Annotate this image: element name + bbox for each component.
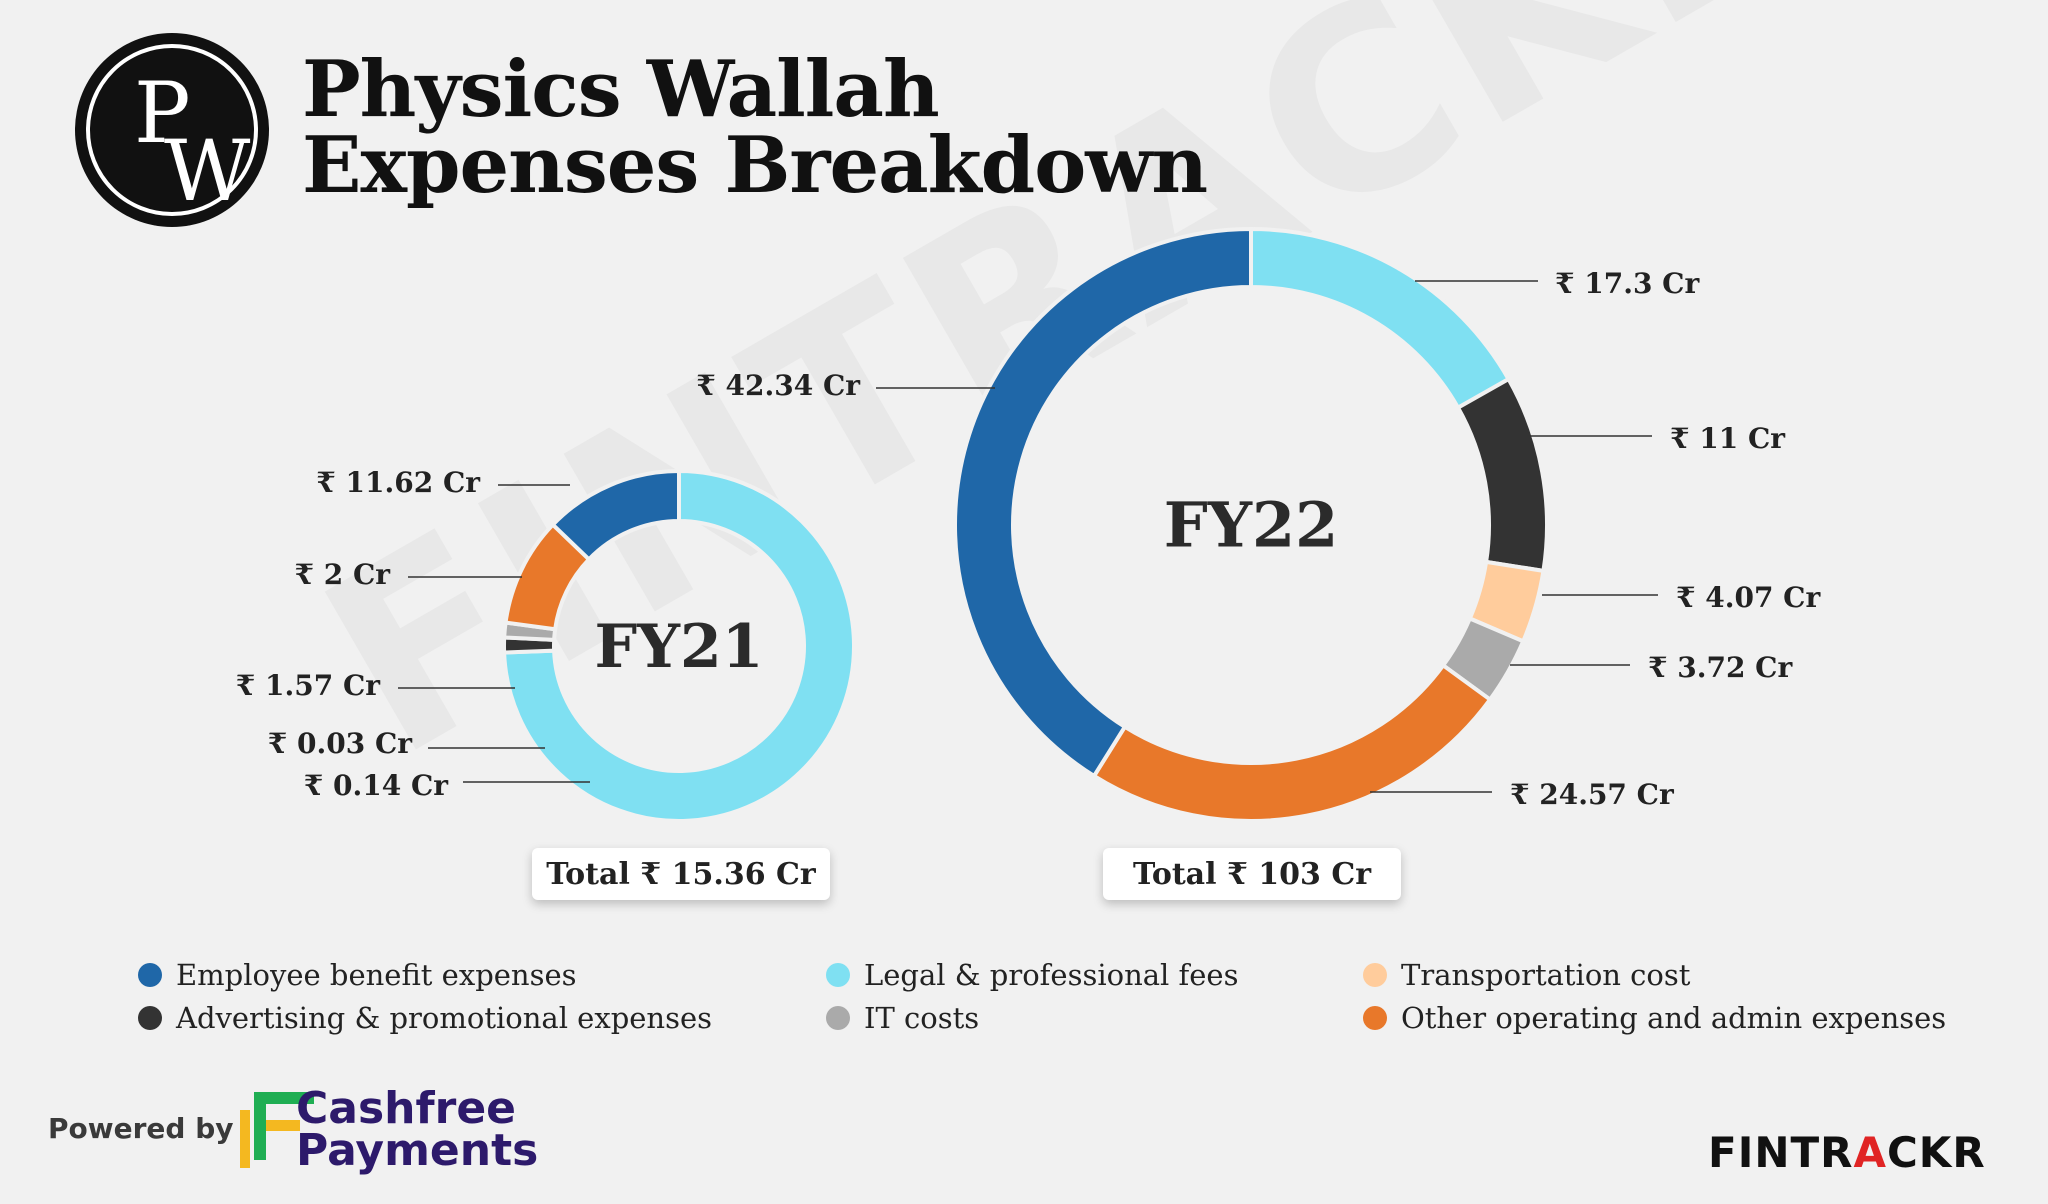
legend-item-it: IT costs bbox=[826, 1001, 979, 1035]
legend-dot-transport bbox=[1363, 963, 1387, 987]
legend-dot-it bbox=[826, 1006, 850, 1030]
fy22-total-label: Total ₹ 103 Cr bbox=[1132, 856, 1372, 892]
legend-label-advertising: Advertising & promotional expenses bbox=[176, 1001, 713, 1035]
fy21-value-label-legal: ₹ 11.62 Cr bbox=[316, 466, 481, 499]
fy21-total-label: Total ₹ 15.36 Cr bbox=[546, 856, 816, 892]
pw-logo: P W bbox=[75, 33, 269, 227]
cashfree-line-1: Cashfree bbox=[296, 1083, 517, 1134]
fintrackr-suffix: CKR bbox=[1886, 1128, 1986, 1177]
legend-item-legal: Legal & professional fees bbox=[826, 958, 1238, 992]
fy21-value-label-advertising: ₹ 0.14 Cr bbox=[304, 769, 449, 802]
cashfree-line-2: Payments bbox=[296, 1125, 539, 1176]
legend-label-employee: Employee benefit expenses bbox=[176, 958, 577, 992]
fy21-slice-employee bbox=[550, 468, 681, 563]
logo-letter-w: W bbox=[164, 122, 251, 220]
legend-item-transport: Transportation cost bbox=[1363, 958, 1690, 992]
fy22-center-label: FY22 bbox=[1164, 489, 1339, 562]
powered-by-label: Powered by bbox=[48, 1112, 234, 1145]
fy21-slice-legal bbox=[502, 468, 856, 823]
page-title: Physics Wallah Expenses Breakdown bbox=[302, 44, 1208, 211]
fintrackr-prefix: FINTR bbox=[1708, 1128, 1854, 1177]
legend: Employee benefit expenses Legal & profes… bbox=[138, 958, 1946, 1048]
fy21-value-label-other: ₹ 1.57 Cr bbox=[236, 669, 381, 702]
fy22-slice-legal bbox=[1249, 226, 1512, 411]
fy22-value-label-legal: ₹ 17.3 Cr bbox=[1555, 267, 1700, 300]
fy22-value-label-advertising: ₹ 11 Cr bbox=[1670, 422, 1786, 455]
legend-dot-advertising bbox=[138, 1006, 162, 1030]
fy21-total-box: Total ₹ 15.36 Cr bbox=[532, 848, 830, 900]
legend-label-it: IT costs bbox=[864, 1001, 980, 1035]
legend-item-other: Other operating and admin expenses bbox=[1363, 1001, 1946, 1035]
cashfree-logo-icon bbox=[240, 1092, 314, 1168]
legend-label-other: Other operating and admin expenses bbox=[1401, 1001, 1947, 1035]
legend-label-transport: Transportation cost bbox=[1401, 958, 1691, 992]
title-line-1: Physics Wallah bbox=[302, 44, 940, 135]
fy22-value-label-employee: ₹ 42.34 Cr bbox=[696, 369, 861, 402]
fy22-value-label-transport: ₹ 4.07 Cr bbox=[1676, 581, 1821, 614]
legend-dot-employee bbox=[138, 963, 162, 987]
legend-item-employee: Employee benefit expenses bbox=[138, 958, 577, 992]
fintrackr-logo: FINTRACKR bbox=[1708, 1128, 1986, 1177]
legend-item-advertising: Advertising & promotional expenses bbox=[138, 1001, 712, 1035]
fy22-slice-employee bbox=[953, 226, 1253, 779]
legend-label-legal: Legal & professional fees bbox=[864, 958, 1239, 992]
legend-dot-other bbox=[1363, 1006, 1387, 1030]
fy22-slice-advertising bbox=[1455, 376, 1549, 574]
cashfree-wordmark: Cashfree Payments bbox=[296, 1083, 539, 1176]
fintrackr-accent: A bbox=[1853, 1128, 1887, 1177]
legend-dot-legal bbox=[826, 963, 850, 987]
fy22-total-box: Total ₹ 103 Cr bbox=[1103, 848, 1401, 900]
title-line-2: Expenses Breakdown bbox=[302, 120, 1208, 211]
fy22-slice-other bbox=[1091, 662, 1493, 823]
fy22-value-label-it: ₹ 3.72 Cr bbox=[1648, 651, 1793, 684]
logo-letter-p: P bbox=[134, 64, 191, 162]
fy21-value-label-it: ₹ 0.03 Cr bbox=[268, 727, 413, 760]
fy21-center-label: FY21 bbox=[595, 612, 764, 682]
fy22-value-label-other: ₹ 24.57 Cr bbox=[1510, 778, 1675, 811]
fy21-value-label-employee: ₹ 2 Cr bbox=[295, 558, 392, 591]
